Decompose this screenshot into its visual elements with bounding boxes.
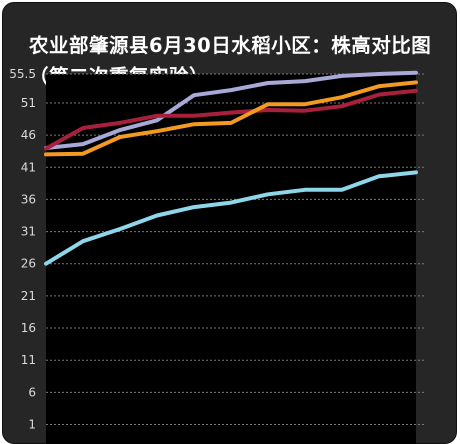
- y-tick-label: 11: [21, 353, 36, 367]
- y-tick-label: 31: [21, 225, 36, 239]
- series-line-2: [44, 88, 418, 151]
- plot-area: [46, 74, 416, 444]
- y-tick-label: 46: [21, 128, 36, 142]
- series-line-3: [44, 80, 418, 157]
- y-tick-label: 1: [28, 418, 36, 432]
- series-line-1: [44, 70, 418, 150]
- y-tick-label: 21: [21, 289, 36, 303]
- series-line-4: [44, 170, 418, 266]
- y-tick-label: 55.5: [9, 67, 36, 81]
- gridlines: [46, 73, 426, 425]
- y-tick-label: 51: [21, 96, 36, 110]
- y-tick-label: 26: [21, 257, 36, 271]
- y-tick-label: 41: [21, 160, 36, 174]
- y-tick-label: 36: [21, 192, 36, 206]
- series-lines: [44, 70, 418, 266]
- y-tick-label: 6: [28, 385, 36, 399]
- y-tick-label: 16: [21, 321, 36, 335]
